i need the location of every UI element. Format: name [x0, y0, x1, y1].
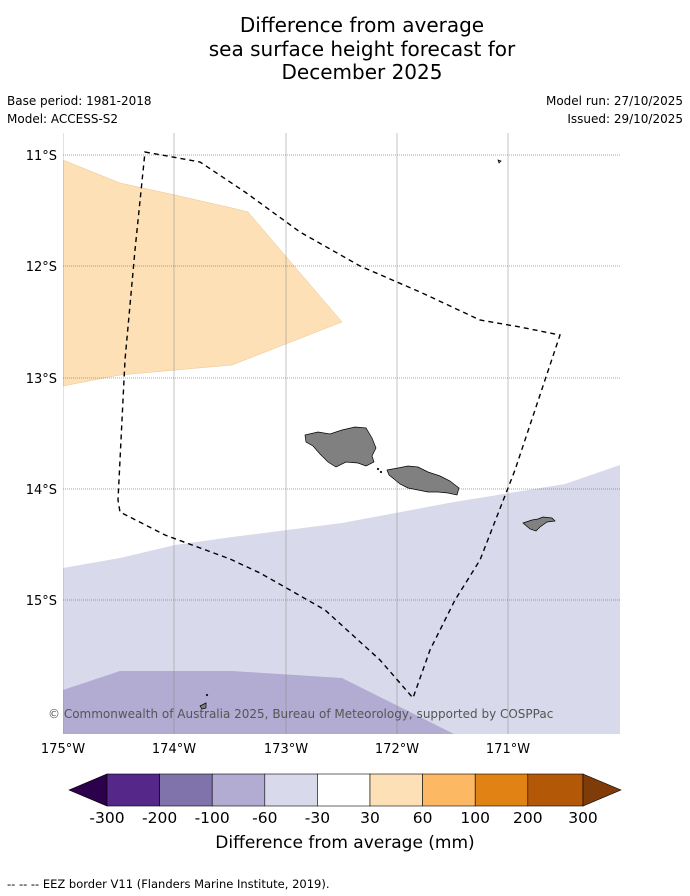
chart-title: Difference from average sea surface heig… [0, 13, 690, 85]
colorbar-bin [211, 773, 266, 807]
colorbar-tick: 30 [360, 809, 380, 827]
tutuila-island [522, 516, 556, 532]
colorbar-tick: -100 [195, 809, 230, 827]
lon-label: 171°W [486, 742, 530, 757]
eez-boundary [117, 151, 561, 700]
colorbar-bin [317, 773, 371, 807]
colorbar [68, 773, 622, 807]
southern-islet [199, 702, 207, 710]
islet-dot [205, 693, 209, 697]
colorbar-extend-high [582, 773, 622, 807]
colorbar-bin [474, 773, 529, 807]
small-islet [497, 159, 502, 164]
lat-label: 13°S [26, 372, 57, 387]
colorbar-bin [369, 773, 423, 807]
colorbar-tick: 300 [568, 809, 598, 827]
colorbar-bin [527, 773, 584, 807]
map-area [63, 133, 620, 734]
copyright-notice: © Commonwealth of Australia 2025, Bureau… [48, 707, 554, 721]
lon-label: 172°W [375, 742, 419, 757]
anomaly-region-positive-30-60 [63, 159, 343, 387]
lon-label: 175°W [41, 742, 85, 757]
lon-gridlines [63, 133, 509, 734]
manono-islet [379, 470, 383, 474]
lat-label: 12°S [26, 260, 57, 275]
base-period: Base period: 1981-2018 [7, 94, 152, 108]
title-line-2: sea surface height forecast for [208, 36, 516, 61]
lat-label: 14°S [26, 483, 57, 498]
colorbar-ticks: -300 -200 -100 -60 -30 30 60 100 200 300 [89, 809, 597, 827]
colorbar-tick: -60 [252, 809, 277, 827]
colorbar-tick: 100 [460, 809, 490, 827]
apolima-islet [376, 467, 380, 471]
title-line-3: December 2025 [281, 60, 443, 84]
lon-label: 173°W [264, 742, 308, 757]
colorbar-bin [106, 773, 160, 807]
anomaly-region-negative-30-60 [63, 465, 620, 734]
lat-label: 15°S [26, 594, 57, 609]
colorbar-label: Difference from average (mm) [215, 833, 475, 853]
colorbar-tick: -30 [305, 809, 330, 827]
model-name: Model: ACCESS-S2 [7, 112, 119, 126]
colorbar-extend-low [68, 773, 108, 807]
issued-date: Issued: 29/10/2025 [567, 112, 683, 126]
colorbar-tick: -200 [142, 809, 177, 827]
colorbar-tick: 200 [513, 809, 543, 827]
colorbar-bin [159, 773, 213, 807]
lat-label: 11°S [26, 149, 57, 164]
savaii-island [304, 426, 377, 468]
colorbar-tick: 60 [413, 809, 433, 827]
colorbar-bin [264, 773, 318, 807]
eez-footnote: -- -- -- EEZ border V11 (Flanders Marine… [7, 877, 330, 891]
colorbar-tick: -300 [89, 809, 124, 827]
model-run: Model run: 27/10/2025 [545, 94, 683, 108]
anomaly-region-negative-60-100 [63, 671, 454, 734]
colorbar-bin [422, 773, 476, 807]
lon-axis-labels: 175°W 174°W 173°W 172°W 171°W [41, 742, 530, 757]
lat-gridlines [63, 154, 620, 601]
upolu-island [386, 465, 460, 496]
samoa-islands [199, 159, 556, 710]
lat-axis-labels: 11°S 12°S 13°S 14°S 15°S [26, 149, 57, 609]
title-line-1: Difference from average [239, 13, 485, 37]
lon-label: 174°W [152, 742, 196, 757]
